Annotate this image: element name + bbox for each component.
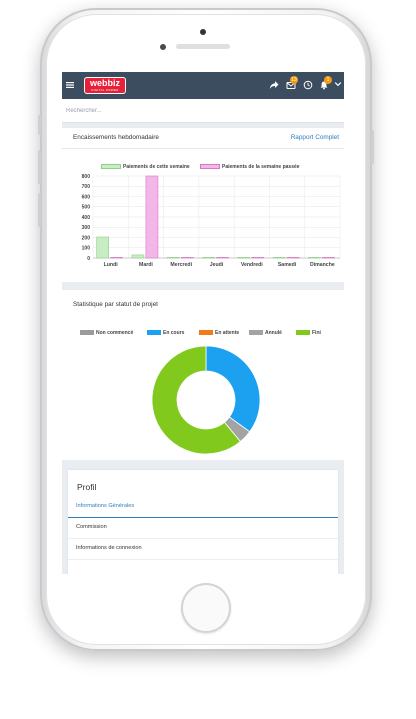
y-tick-label: 400 bbox=[82, 215, 91, 221]
clock-icon[interactable] bbox=[302, 80, 313, 91]
phone-side-button bbox=[38, 115, 41, 135]
pie-legend-item[interactable]: En cours bbox=[147, 330, 184, 336]
y-tick-label: 700 bbox=[82, 184, 91, 190]
pie-legend-swatch bbox=[80, 330, 94, 336]
y-tick-label: 300 bbox=[82, 225, 91, 231]
bar bbox=[96, 236, 109, 259]
tab-general-info-label: Informations Générales bbox=[76, 503, 135, 509]
pie-legend-item[interactable]: Fini bbox=[296, 330, 321, 336]
x-tick-label: Jeudi bbox=[210, 262, 224, 268]
top-navbar: webbiz DIGITAL POWER 13 1 bbox=[62, 72, 344, 99]
bar bbox=[286, 257, 300, 259]
pie-legend-swatch bbox=[199, 330, 213, 336]
notification-badge: 1 bbox=[324, 76, 332, 84]
project-status-donut bbox=[151, 345, 261, 455]
phone-volume-up bbox=[38, 150, 41, 184]
search-bar bbox=[62, 99, 344, 123]
bar bbox=[110, 257, 123, 259]
mail-badge: 13 bbox=[290, 76, 298, 84]
pie-legend-label: En cours bbox=[163, 330, 185, 336]
tab-commission-label: Commission bbox=[76, 524, 107, 530]
bar bbox=[272, 257, 286, 259]
bar bbox=[322, 257, 335, 259]
weekly-card-title: Encaissements hebdomadaire bbox=[73, 134, 159, 141]
bar bbox=[216, 257, 229, 259]
legend-last-week[interactable]: Paiements de la semaine passée bbox=[200, 164, 300, 170]
bar bbox=[202, 257, 215, 259]
profile-card: Profil Informations Générales Commission… bbox=[68, 470, 338, 574]
card-divider bbox=[62, 148, 344, 149]
pie-legend-label: Annulé bbox=[265, 330, 282, 336]
x-tick-label: Samedi bbox=[278, 262, 297, 268]
y-tick-label: 600 bbox=[82, 194, 91, 200]
donut-slice bbox=[205, 345, 261, 433]
pie-legend: Non commencé En cours En attente Annulé Fini bbox=[62, 330, 344, 338]
pie-legend-item[interactable]: Annulé bbox=[249, 330, 282, 336]
bar bbox=[308, 257, 321, 259]
x-tick-label: Vendredi bbox=[241, 262, 263, 268]
share-icon[interactable] bbox=[268, 80, 279, 91]
tab-login-info[interactable]: Informations de connexion bbox=[68, 539, 338, 560]
project-status-card: Statistique par statut de projet Non com… bbox=[62, 290, 344, 460]
donut-slice bbox=[151, 345, 241, 455]
logo-text: webbiz bbox=[89, 78, 120, 88]
x-tick-label: Lundi bbox=[104, 262, 119, 268]
logo-tagline: DIGITAL POWER bbox=[91, 88, 119, 92]
project-status-title: Statistique par statut de projet bbox=[73, 301, 158, 308]
menu-icon[interactable] bbox=[66, 81, 74, 89]
bar bbox=[166, 257, 180, 259]
pie-legend-swatch bbox=[249, 330, 263, 336]
pie-legend-swatch bbox=[147, 330, 161, 336]
phone-speaker bbox=[176, 44, 230, 49]
bar bbox=[251, 257, 265, 259]
search-input[interactable] bbox=[66, 105, 266, 116]
pie-legend-label: Fini bbox=[312, 330, 321, 336]
front-camera bbox=[200, 29, 206, 35]
tab-general-info[interactable]: Informations Générales bbox=[68, 497, 338, 518]
pie-legend-label: En attente bbox=[215, 330, 240, 336]
tab-commission[interactable]: Commission bbox=[68, 518, 338, 539]
x-tick-label: Mardi bbox=[139, 262, 153, 268]
legend-swatch-last-week bbox=[200, 164, 220, 170]
y-tick-label: 0 bbox=[87, 256, 90, 262]
legend-swatch-this-week bbox=[101, 164, 121, 170]
x-tick-label: Dimanche bbox=[310, 262, 335, 268]
y-tick-label: 800 bbox=[82, 174, 91, 180]
legend-label-last-week: Paiements de la semaine passée bbox=[222, 164, 300, 170]
pie-legend-item[interactable]: En attente bbox=[199, 330, 239, 336]
y-tick-label: 500 bbox=[82, 205, 91, 211]
pie-legend-label: Non commencé bbox=[96, 330, 134, 336]
tab-login-info-label: Informations de connexion bbox=[76, 545, 142, 551]
pie-legend-item[interactable]: Non commencé bbox=[80, 330, 133, 336]
weekly-bar-chart: 0 100 200 300 400 500 600 700 800 Lundi Mardi Mercr… bbox=[82, 174, 341, 268]
bar bbox=[180, 257, 194, 259]
legend-label-this-week: Paiements de cette semaine bbox=[123, 164, 190, 170]
app-screen: webbiz DIGITAL POWER 13 1 Encaissements … bbox=[62, 72, 344, 574]
bar bbox=[237, 257, 251, 259]
y-tick-label: 200 bbox=[82, 235, 91, 241]
app-logo[interactable]: webbiz DIGITAL POWER bbox=[84, 77, 126, 94]
home-button[interactable] bbox=[181, 583, 231, 633]
profile-title: Profil bbox=[77, 482, 97, 492]
weekly-payments-card: Encaissements hebdomadaire Rapport Compl… bbox=[62, 128, 344, 282]
y-tick-label: 100 bbox=[82, 246, 91, 252]
bar bbox=[131, 254, 145, 259]
full-report-link[interactable]: Rapport Complet bbox=[290, 134, 339, 141]
phone-power-button bbox=[371, 130, 374, 164]
phone-volume-down bbox=[38, 193, 41, 227]
pie-legend-swatch bbox=[296, 330, 310, 336]
sensor bbox=[160, 44, 166, 50]
bar bbox=[145, 175, 159, 259]
chevron-down-icon[interactable] bbox=[333, 80, 342, 91]
legend-this-week[interactable]: Paiements de cette semaine bbox=[101, 164, 190, 170]
x-tick-label: Mercredi bbox=[170, 262, 192, 268]
